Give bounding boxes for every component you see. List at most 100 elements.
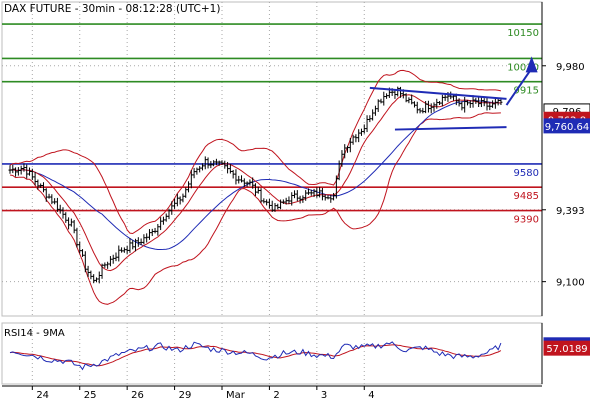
price-bar <box>83 251 87 273</box>
price-bar <box>108 256 112 267</box>
price-bar <box>262 198 266 204</box>
price-bar <box>471 95 475 108</box>
price-bar <box>385 93 389 99</box>
price-bar <box>412 101 416 108</box>
price-bar <box>153 227 157 234</box>
price-bar <box>228 164 232 174</box>
price-bar <box>58 204 62 214</box>
price-bar <box>273 202 277 212</box>
price-bar <box>488 102 492 111</box>
price-bar <box>493 98 497 109</box>
rsi-value-label: 57.0189 <box>546 344 587 355</box>
price-bar <box>415 101 419 114</box>
price-bar <box>94 277 98 283</box>
price-bar <box>195 167 199 175</box>
price-bar <box>293 190 297 199</box>
arrow-head <box>525 56 538 73</box>
price-bar <box>306 188 310 195</box>
price-bar <box>376 99 380 112</box>
price-bar <box>226 161 230 174</box>
rsi-ma-line <box>9 344 502 367</box>
price-bar <box>8 165 12 174</box>
price-bar <box>55 197 59 212</box>
price-bar <box>164 213 168 222</box>
price-value-badge <box>543 118 590 134</box>
slow-ma-line <box>9 100 501 250</box>
price-bar <box>106 261 110 269</box>
price-bar <box>351 134 355 145</box>
price-bar <box>53 198 57 205</box>
price-bar <box>19 165 23 175</box>
price-bar <box>173 198 177 209</box>
projection-arrow <box>505 56 538 106</box>
time-tick-label: 25 <box>84 390 97 400</box>
price-bar <box>50 194 54 205</box>
price-bar <box>214 158 218 166</box>
price-bar <box>371 109 375 121</box>
price-bar <box>329 194 333 203</box>
price-bar <box>304 190 308 201</box>
price-bar <box>142 234 146 245</box>
price-bar <box>399 86 403 98</box>
price-bar <box>131 240 135 250</box>
price-bar <box>365 115 369 133</box>
price-bar <box>28 167 32 176</box>
rsi-line <box>9 341 502 371</box>
price-bar <box>223 160 227 169</box>
price-bar <box>189 170 193 189</box>
price-bar <box>64 212 68 223</box>
price-bar <box>92 274 96 284</box>
arrow-shaft <box>505 67 533 106</box>
moving-averages <box>9 94 501 272</box>
price-bar <box>298 195 302 204</box>
price-bar <box>47 193 51 199</box>
price-bar <box>159 217 163 231</box>
price-bar <box>259 188 263 203</box>
price-bar <box>86 265 90 278</box>
price-tick-label: 9,100 <box>556 278 585 289</box>
price-bar <box>463 96 467 113</box>
triangle-lower-line <box>394 126 507 131</box>
price-bar <box>198 166 202 173</box>
price-bar <box>251 177 255 189</box>
price-bar <box>382 91 386 106</box>
price-bar <box>150 228 154 237</box>
price-bar <box>181 193 185 203</box>
price-bar <box>242 178 246 187</box>
price-bar <box>103 262 107 268</box>
level-label: 10010 <box>507 62 539 73</box>
price-bar <box>460 101 464 111</box>
price-bar <box>212 160 216 167</box>
price-bar <box>192 168 196 179</box>
price-bar <box>407 97 411 104</box>
price-bar <box>145 233 149 243</box>
price-bar <box>122 247 126 253</box>
time-tick-label: 29 <box>179 390 192 400</box>
triangle-upper-line <box>369 86 507 100</box>
price-bar <box>465 100 469 106</box>
price-bar <box>432 102 436 112</box>
price-bar <box>337 160 341 181</box>
price-bar <box>379 98 383 104</box>
price-bars <box>8 86 503 284</box>
rsi-frame <box>1 322 543 385</box>
price-bar <box>245 181 249 187</box>
price-bar <box>440 94 444 107</box>
price-bar <box>279 199 283 210</box>
time-tick-label: 26 <box>131 390 144 400</box>
price-bar <box>220 160 224 165</box>
upper-band-line <box>9 69 502 235</box>
price-bar <box>120 247 124 253</box>
rsi-panel: 61.409457.0189 <box>1 322 590 385</box>
price-bar <box>312 188 316 198</box>
price-bar <box>75 227 79 248</box>
price-bar <box>343 144 347 159</box>
price-bar <box>41 182 45 193</box>
price-bar <box>240 175 244 183</box>
time-tick-label: 3 <box>321 390 327 400</box>
price-bar <box>267 198 271 209</box>
price-bar <box>393 89 397 99</box>
price-bar <box>438 101 442 106</box>
